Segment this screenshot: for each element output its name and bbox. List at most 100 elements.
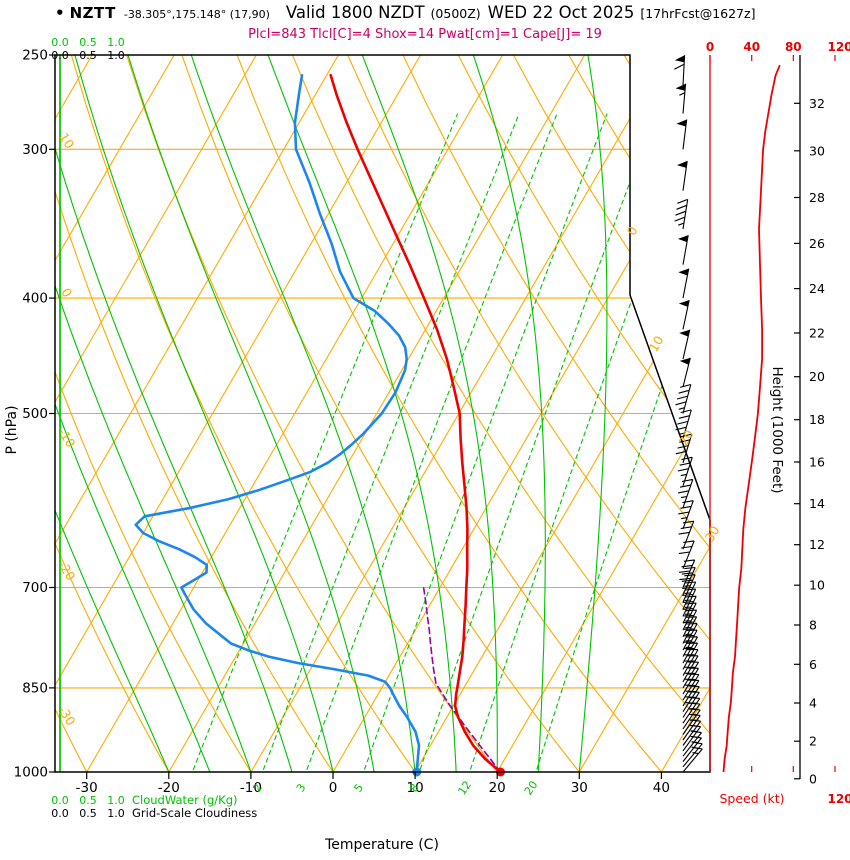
wind-barb bbox=[678, 299, 690, 330]
speed-tick-label-top: 80 bbox=[785, 40, 802, 54]
height-axis-title: Height (1000 Feet) bbox=[769, 366, 785, 493]
temp-tick-label: -20 bbox=[158, 780, 180, 796]
wind-barb bbox=[675, 433, 693, 463]
isotherm-edge-label: 0 bbox=[624, 224, 641, 238]
temp-tick-label: -30 bbox=[76, 780, 98, 796]
dewpoint-curve bbox=[134, 74, 421, 772]
height-tick-label: 12 bbox=[809, 537, 825, 552]
height-tick-label: 16 bbox=[809, 455, 825, 470]
cloud-scales: 0.00.00.00.00.50.50.50.51.01.01.01.0Clou… bbox=[51, 36, 257, 820]
wind-barb bbox=[682, 581, 697, 610]
dry-adiabat-label: -20 bbox=[55, 558, 79, 583]
height-tick-label: 6 bbox=[809, 657, 817, 672]
wind-barb bbox=[682, 741, 703, 768]
wind-barb bbox=[679, 566, 696, 596]
isotherm-edge-label: 20 bbox=[676, 427, 697, 448]
height-tick-label: 26 bbox=[809, 236, 825, 251]
height-tick-label: 14 bbox=[809, 496, 825, 511]
height-tick-label: 32 bbox=[809, 96, 825, 111]
wind-barb bbox=[682, 673, 700, 701]
pressure-axis-title: P (hPa) bbox=[4, 405, 20, 454]
wind-barb bbox=[682, 667, 699, 695]
temperature-curve bbox=[329, 74, 502, 772]
wind-barb bbox=[675, 409, 692, 439]
wind-barb bbox=[679, 559, 696, 588]
mixing-ratio-gridlines bbox=[183, 113, 710, 772]
wind-barb bbox=[676, 119, 688, 150]
cloudiness-scale-top: 1.0 bbox=[107, 49, 125, 62]
wind-barb bbox=[682, 636, 698, 664]
pressure-tick-label: 250 bbox=[22, 48, 48, 64]
valid-date: WED 22 Oct 2025 bbox=[487, 3, 635, 22]
wind-barb bbox=[679, 329, 691, 360]
temp-tick-label: 0 bbox=[329, 780, 338, 796]
wind-barb bbox=[675, 383, 692, 414]
wind-barb bbox=[678, 520, 695, 550]
cloudiness-scale-bottom: 0.0 bbox=[51, 807, 69, 820]
wind-barb bbox=[682, 746, 703, 773]
wind-barb bbox=[682, 602, 697, 631]
height-tick-label: 0 bbox=[809, 771, 817, 786]
wind-barb bbox=[677, 456, 693, 486]
wind-barb bbox=[682, 697, 701, 724]
dry-adiabat-gridlines bbox=[55, 55, 710, 772]
height-tick-label: 28 bbox=[809, 190, 825, 205]
wind-barb bbox=[678, 540, 695, 569]
temp-tick-label: 20 bbox=[489, 780, 506, 796]
wind-barb bbox=[677, 235, 689, 265]
wind-barb bbox=[682, 642, 698, 670]
pressure-tick-label: 500 bbox=[22, 406, 48, 422]
wind-barb bbox=[677, 160, 688, 191]
speed-tick-label-top: 40 bbox=[743, 40, 760, 54]
forecast-hour: [17hrFcst@1627z] bbox=[640, 6, 756, 21]
wind-barb bbox=[682, 595, 697, 624]
wind-barb bbox=[674, 55, 686, 86]
wind-barb bbox=[682, 629, 698, 657]
temperature-axis-title: Temperature (C) bbox=[324, 837, 439, 853]
wind-barb bbox=[682, 623, 698, 651]
wind-barb bbox=[682, 609, 698, 638]
height-tick-label: 18 bbox=[809, 412, 825, 427]
temperature-axis: -30 -20 -10 0 10 20 30 40 Temperature (C) bbox=[76, 772, 670, 853]
speed-tick-label-bottom: 120 bbox=[827, 792, 850, 806]
station-id: NZTT bbox=[69, 4, 116, 22]
speed-tick-label-top: 120 bbox=[827, 40, 850, 54]
temp-tick-label: 10 bbox=[407, 780, 424, 796]
isotherm-edge-label: 30 bbox=[702, 523, 723, 544]
stability-indices: Plcl=843 Tlcl[C]=4 Shox=14 Pwat[cm]=1 Ca… bbox=[248, 27, 602, 42]
height-tick-label: 2 bbox=[809, 734, 817, 749]
pressure-tick-label: 700 bbox=[22, 580, 48, 596]
cloudwater-label: CloudWater (g/Kg) bbox=[132, 793, 238, 807]
temp-tick-label: -10 bbox=[240, 780, 262, 796]
cloudiness-scale-top: 0.5 bbox=[79, 49, 97, 62]
wind-barb bbox=[682, 655, 699, 683]
wind-barb bbox=[677, 478, 694, 508]
wind-barb bbox=[674, 198, 689, 230]
dry-adiabat-label: 10 bbox=[56, 130, 77, 151]
wind-barb bbox=[681, 574, 696, 603]
speed-tick-label-top: 0 bbox=[706, 40, 714, 54]
wind-barb bbox=[682, 661, 699, 689]
height-tick-label: 10 bbox=[809, 578, 825, 593]
dry-adiabat-label: -10 bbox=[55, 425, 79, 450]
pressure-tick-label: 300 bbox=[22, 142, 48, 158]
station-bullet: • bbox=[55, 4, 65, 22]
mixing-ratio-label: 12 bbox=[455, 779, 474, 798]
cloudwater-scale-top: 1.0 bbox=[107, 36, 125, 49]
mixing-ratio-label: 3 bbox=[294, 781, 309, 794]
pressure-tick-label: 400 bbox=[22, 291, 48, 307]
height-tick-label: 4 bbox=[809, 696, 817, 711]
height-tick-label: 22 bbox=[809, 326, 825, 341]
valid-time: Valid 1800 NZDT bbox=[285, 3, 425, 22]
wind-barb-column bbox=[674, 55, 703, 773]
height-tick-label: 24 bbox=[809, 281, 825, 296]
wind-speed-curve bbox=[722, 64, 781, 773]
pressure-tick-label: 1000 bbox=[14, 765, 48, 781]
wind-barb bbox=[678, 268, 690, 299]
dry-adiabat-label: -30 bbox=[55, 703, 79, 728]
cloudiness-scale-bottom: 1.0 bbox=[107, 807, 125, 820]
